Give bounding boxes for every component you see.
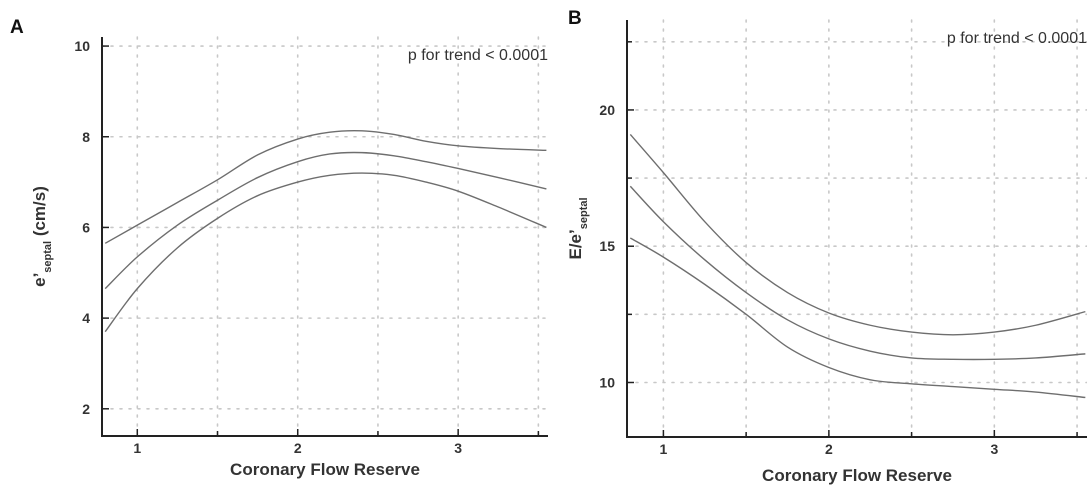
- panel-b-letter: B: [568, 8, 582, 29]
- panel-a-chart: 1 2 3 2 4 6 8 10 Ap for trend < 0.0001 Coronary F…: [10, 17, 548, 479]
- panel-b-y-axis-title-sub: septal: [578, 197, 590, 229]
- panel-b-x-tick-label: 1: [660, 441, 668, 457]
- panel-a-y-tick-label: 10: [74, 38, 90, 54]
- panel-a-x-tick-label: 1: [133, 440, 141, 456]
- panel-b-y-tick-label: 15: [599, 238, 615, 254]
- panel-a-grid: [102, 36, 548, 436]
- panel-b-x-tick-label: 3: [990, 441, 998, 457]
- panel-a-series-line-1: [104, 130, 547, 244]
- panel-a-y-axis-title-sub: septal: [42, 241, 54, 273]
- panel-a-y-axis-title-main: e’: [30, 273, 49, 287]
- panel-a-y-tick-label: 8: [82, 129, 90, 145]
- panel-b-curves: [629, 134, 1086, 399]
- panel-b-series-line-3: [629, 237, 1086, 399]
- panel-a-x-tick-label: 3: [454, 440, 462, 456]
- panel-b-x-tick-label: 2: [825, 441, 833, 457]
- panel-b-y-tick-label: 10: [599, 374, 615, 390]
- panel-b-series-line-1: [629, 134, 1086, 336]
- panel-a-y-axis-title: e’septal (cm/s): [30, 186, 54, 287]
- panel-b-series-line-2: [629, 185, 1086, 361]
- panel-a-series-line-3: [104, 172, 547, 333]
- panel-a-letter: A: [10, 17, 24, 38]
- panel-b-x-axis-title: Coronary Flow Reserve: [762, 466, 952, 485]
- panel-b-y-tick-label: 20: [599, 102, 615, 118]
- panel-b-grid: [627, 19, 1087, 437]
- panel-a-curves: [104, 130, 547, 333]
- panel-a-y-tick-label: 2: [82, 401, 90, 417]
- panel-a-y-axis-title-unit: (cm/s): [30, 186, 49, 241]
- panel-a-y-tick-label: 6: [82, 219, 90, 235]
- panel-a-series-line-2: [104, 151, 547, 290]
- panel-a-y-tick-label: 4: [82, 310, 90, 326]
- panel-b-chart: 1 2 3 10 15 20 Bp for trend < 0.0001 Coronary F…: [566, 8, 1087, 485]
- panel-a-x-axis-title: Coronary Flow Reserve: [230, 460, 420, 479]
- panel-b-annotation: p for trend < 0.0001: [947, 30, 1087, 47]
- panel-a-annotation: p for trend < 0.0001: [408, 47, 548, 64]
- panel-b-y-axis-title-main: E/e’: [566, 229, 585, 259]
- panel-a-x-tick-label: 2: [294, 440, 302, 456]
- panel-b-y-axis-title: E/e’septal: [566, 197, 590, 259]
